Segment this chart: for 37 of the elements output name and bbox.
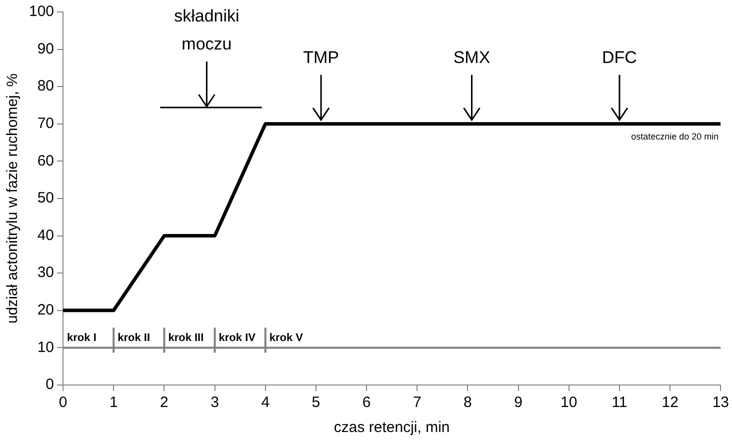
y-tick-label: 0	[46, 376, 54, 394]
x-tick-label: 0	[58, 394, 68, 412]
y-tick-label: 90	[37, 40, 54, 58]
annotation: krok I	[67, 332, 96, 344]
x-tick-label: 12	[662, 394, 678, 412]
x-tick-label: 6	[362, 394, 371, 412]
x-tick-label: 9	[514, 394, 522, 412]
y-tick-label: 70	[37, 115, 54, 132]
annotation: SMX	[453, 48, 490, 68]
annotation: ostatecznie do 20 min	[631, 132, 719, 142]
y-tick-label: 10	[37, 338, 54, 356]
y-tick-label: 100	[28, 3, 54, 20]
y-axis-title: udział actonitrylu w fazie ruchomej, %	[4, 73, 22, 324]
y-tick-label: 50	[37, 190, 54, 207]
x-tick-label: 11	[612, 394, 628, 412]
x-tick-label: 1	[109, 394, 118, 412]
x-axis-title: czas retencji, min	[334, 419, 450, 436]
annotation: krok III	[168, 332, 204, 344]
y-tick-label: 80	[37, 78, 54, 95]
annotation: DFC	[602, 48, 637, 68]
y-tick-label: 30	[37, 264, 54, 282]
x-tick-label: 7	[412, 394, 422, 412]
x-tick-label: 2	[160, 394, 168, 412]
annotation: TMP	[303, 48, 339, 68]
annotation: krok V	[269, 332, 304, 344]
annotation: składniki moczu	[174, 6, 240, 54]
x-tick-label: 10	[560, 394, 578, 412]
y-tick-label: 20	[37, 302, 54, 319]
x-tick-label: 4	[261, 394, 270, 412]
y-tick-label: 40	[37, 226, 54, 244]
annotation: krok IV	[218, 332, 256, 344]
x-tick-label: 13	[712, 394, 729, 412]
x-tick-label: 3	[210, 394, 219, 412]
x-tick-label: 5	[312, 394, 320, 412]
x-tick-label: 8	[464, 394, 472, 412]
annotation: krok II	[118, 332, 150, 344]
y-tick-label: 60	[37, 152, 54, 170]
